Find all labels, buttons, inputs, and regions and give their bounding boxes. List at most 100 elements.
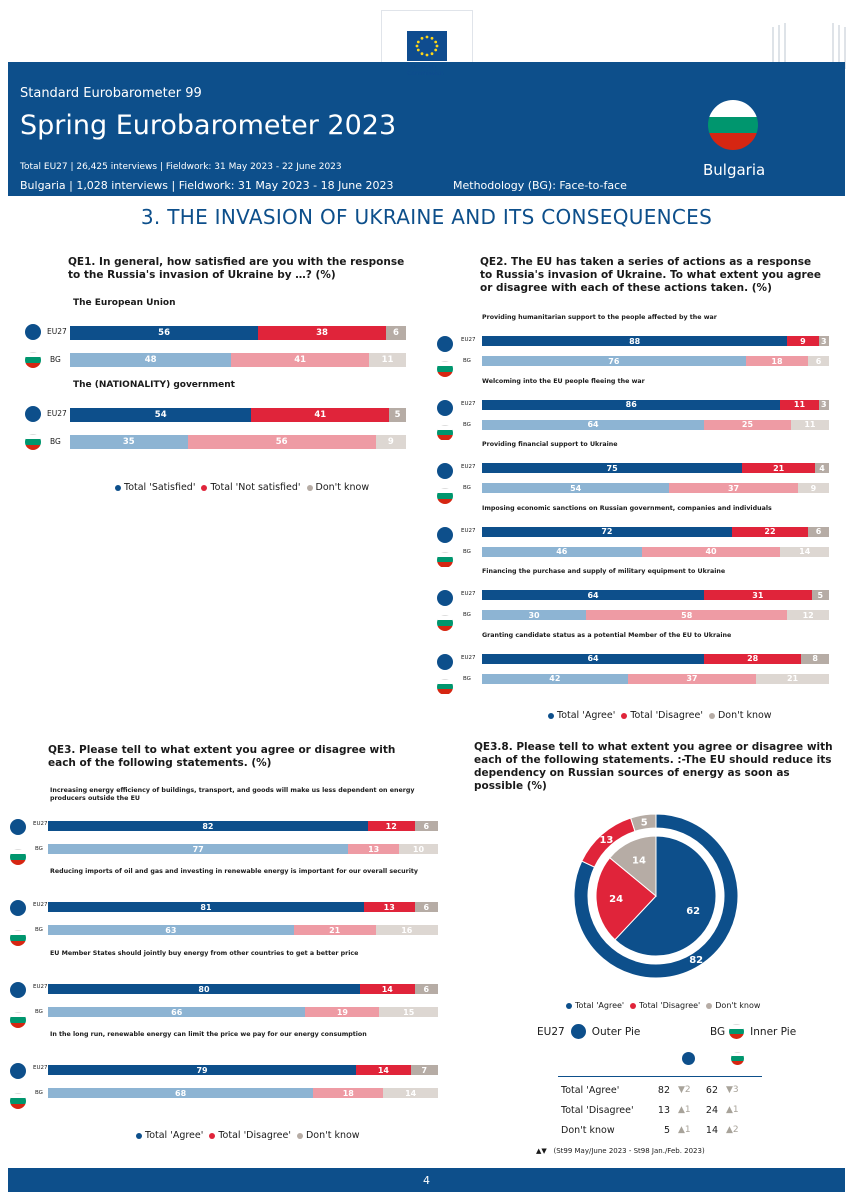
bulgaria-flag-icon xyxy=(10,1093,26,1109)
qe2-item-label: Imposing economic sanctions on Russian g… xyxy=(482,504,772,512)
eu-value: 82 xyxy=(657,1084,670,1096)
legend-label: Total 'Agree' xyxy=(145,1130,204,1141)
agree-segment: 35 xyxy=(70,435,188,449)
qe2-item-label: Financing the purchase and supply of mil… xyxy=(482,568,726,575)
chart-legend: Total 'Agree' Total 'Disagree' Don't know xyxy=(136,1130,366,1141)
eu-flag-icon xyxy=(10,900,26,916)
disagree-segment: 9 xyxy=(787,336,819,346)
legend-label: Total 'Disagree' xyxy=(630,710,703,721)
chart-legend: Total 'Agree' Total 'Disagree' Don't know xyxy=(548,710,778,721)
agree-segment: 66 xyxy=(48,1007,306,1017)
outer-pie-key: EU27 Outer Pie xyxy=(537,1024,640,1039)
row-label: BG xyxy=(35,1090,43,1096)
legend-dot xyxy=(706,1002,713,1009)
qe2-item-label: Welcoming into the EU people fleeing the… xyxy=(482,377,645,385)
bulgaria-flag-icon xyxy=(25,434,41,450)
disagree-segment: 25 xyxy=(704,419,791,430)
agree-segment: 68 xyxy=(48,1088,314,1098)
legend-item: Don't know xyxy=(708,710,772,721)
eu-flag-icon xyxy=(25,406,41,422)
agree-segment: 75 xyxy=(482,463,743,473)
stacked-bar: 48 41 11 xyxy=(70,353,406,367)
stacked-bar: 54 41 5 xyxy=(70,408,406,422)
qe1-item-label: The European Union xyxy=(73,298,176,308)
stacked-bar: 35 56 9 xyxy=(70,435,406,449)
disagree-segment: 58 xyxy=(586,610,788,620)
bulgaria-flag-icon xyxy=(25,352,41,368)
row-label: EU27 xyxy=(47,327,67,336)
bulgaria-flag-icon xyxy=(10,1012,26,1028)
eu-fieldwork-line: Total EU27 | 26,425 interviews | Fieldwo… xyxy=(20,162,342,172)
eu-flag-icon xyxy=(10,819,26,835)
legend-item: Don't know xyxy=(306,482,370,493)
disagree-segment: 21 xyxy=(742,463,816,473)
eu-flag-icon xyxy=(437,653,453,670)
stacked-bar: 80 14 6 xyxy=(48,984,438,994)
row-label: BG xyxy=(463,485,471,491)
legend-item: Don't know xyxy=(706,1001,760,1010)
table-row: Don't know 5 ▲1 14 ▲2 xyxy=(558,1120,748,1140)
country-name: Bulgaria xyxy=(703,161,766,179)
qe3-item-label: Reducing imports of oil and gas and inve… xyxy=(50,868,419,875)
disagree-segment: 21 xyxy=(293,925,376,935)
page-footer: 4 xyxy=(8,1168,845,1192)
disagree-segment: 14 xyxy=(360,984,415,994)
row-label: BG xyxy=(463,358,471,364)
section-title: 3. THE INVASION OF UKRAINE AND ITS CONSE… xyxy=(140,205,713,229)
legend-item: Total 'Agree' xyxy=(136,1130,203,1141)
stacked-bar: 64 25 11 xyxy=(482,419,829,430)
trend-table: Total 'Agree' 82 ▼2 62 ▼3 Total 'Disagree' 13 ▲… xyxy=(558,1080,748,1140)
disagree-segment: 18 xyxy=(745,356,809,366)
bg-value: 14 xyxy=(705,1124,718,1136)
disagree-segment: 56 xyxy=(187,435,376,449)
dont-know-segment: 6 xyxy=(808,526,829,537)
qe3-item-label: Increasing energy efficiency of building… xyxy=(50,787,415,802)
stacked-bar: 81 13 6 xyxy=(48,902,438,912)
agree-segment: 80 xyxy=(48,984,360,994)
bulgaria-flag-icon xyxy=(437,615,453,631)
dont-know-segment: 7 xyxy=(410,1065,438,1075)
row-label: BG xyxy=(463,675,471,682)
agree-segment: 54 xyxy=(482,483,670,493)
bulgaria-flag-icon xyxy=(708,100,758,150)
stacked-bar: 68 18 14 xyxy=(48,1088,438,1098)
row-label: EU27 xyxy=(461,337,476,343)
commission-logo-text: European Commission xyxy=(407,63,447,77)
bg-change: ▲1 xyxy=(726,1105,739,1115)
bulgaria-flag-icon xyxy=(10,930,26,946)
legend-dot xyxy=(708,712,715,719)
agree-segment: 76 xyxy=(482,356,746,366)
dont-know-segment: 6 xyxy=(808,356,829,366)
legend-item: Total 'Satisfied' xyxy=(115,482,195,493)
eu-change: ▲1 xyxy=(678,1105,691,1115)
legend-label: Don't know xyxy=(305,1130,360,1141)
agree-segment: 30 xyxy=(482,610,587,620)
outer-value-label: 5 xyxy=(641,817,648,828)
eu-flag-icon xyxy=(437,590,453,606)
bg-change: ▼3 xyxy=(726,1085,739,1095)
inner-pie-key-label: BG xyxy=(710,1025,726,1038)
table-row: Total 'Disagree' 13 ▲1 24 ▲1 xyxy=(558,1100,748,1120)
agree-segment: 56 xyxy=(70,326,259,340)
legend-dot xyxy=(630,1002,637,1009)
legend-label: Total 'Satisfied' xyxy=(124,482,196,493)
stacked-bar: 64 28 8 xyxy=(482,653,829,664)
dont-know-segment: 6 xyxy=(414,902,438,912)
legend-label: Total 'Disagree' xyxy=(218,1130,291,1141)
disagree-segment: 41 xyxy=(231,353,370,367)
row-label: EU27 xyxy=(461,527,476,534)
row-label: BG xyxy=(35,1009,43,1015)
qe2-item-label: Providing financial support to Ukraine xyxy=(482,441,618,448)
agree-segment: 63 xyxy=(48,925,294,935)
stacked-bar: 76 18 6 xyxy=(482,356,829,366)
legend-dot xyxy=(566,1002,572,1009)
legend-label: Total 'Disagree' xyxy=(639,1001,701,1010)
legend-label: Don't know xyxy=(315,482,370,493)
legend-item: Total 'Agree' xyxy=(566,1001,624,1010)
disagree-segment: 19 xyxy=(305,1007,380,1017)
bulgaria-flag-icon xyxy=(729,1024,745,1039)
eu-flag-icon xyxy=(437,463,453,479)
dont-know-segment: 14 xyxy=(383,1088,438,1098)
legend-dot xyxy=(621,712,628,719)
agree-segment: 72 xyxy=(482,526,732,537)
